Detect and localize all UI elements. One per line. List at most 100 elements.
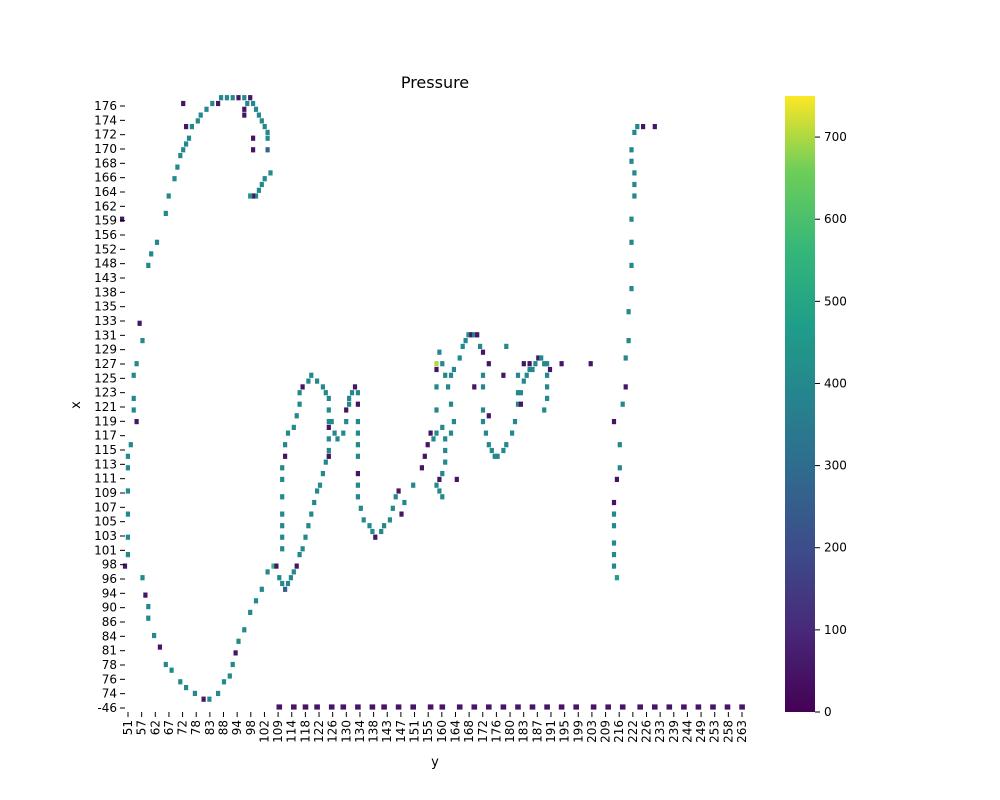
y-tick-label: -46 xyxy=(97,701,117,715)
heatmap-cell xyxy=(443,372,448,378)
plot-area xyxy=(120,95,745,710)
heatmap-cell xyxy=(443,459,448,465)
heatmap-cell xyxy=(323,459,328,465)
heatmap-cell xyxy=(326,436,331,442)
heatmap-cell xyxy=(175,164,180,170)
x-tick-label: 114 xyxy=(285,720,299,743)
heatmap-cell xyxy=(544,704,550,710)
heatmap-cell xyxy=(530,366,535,373)
heatmap-cell xyxy=(611,499,617,506)
heatmap-cell xyxy=(233,650,238,656)
x-tick-label: 151 xyxy=(408,720,422,743)
heatmap-cell xyxy=(605,704,611,710)
heatmap-cell xyxy=(402,499,407,506)
heatmap-cell xyxy=(355,430,360,436)
y-tick-label: 176 xyxy=(94,99,117,113)
heatmap-cell xyxy=(475,332,480,338)
heatmap-cell xyxy=(195,118,200,124)
y-tick-label: 101 xyxy=(94,543,117,557)
heatmap-cell xyxy=(355,482,360,488)
x-axis: 51 57 62 67 72 78 83 88 94 98 102 109 114 118 122 126 13… xyxy=(121,712,749,743)
heatmap-cell xyxy=(131,407,136,413)
heatmap-cell xyxy=(163,210,168,216)
heatmap-cell xyxy=(620,401,625,407)
heatmap-cell xyxy=(125,488,130,494)
heatmap-cell xyxy=(256,187,261,193)
heatmap-cell xyxy=(216,690,221,696)
y-tick-label: 172 xyxy=(94,128,117,142)
colorbar-tick-label: 100 xyxy=(824,623,847,637)
heatmap-cell xyxy=(146,262,151,268)
x-axis-label: y xyxy=(431,755,439,770)
heatmap-cell xyxy=(387,517,392,523)
heatmap-cell xyxy=(355,453,360,459)
heatmap-cell xyxy=(137,320,142,326)
heatmap-cell xyxy=(344,407,349,413)
heatmap-cell xyxy=(547,366,553,373)
heatmap-cell xyxy=(434,407,439,413)
heatmap-cell xyxy=(326,453,331,459)
heatmap-cell xyxy=(300,546,305,552)
y-tick-label: 84 xyxy=(102,629,117,643)
heatmap-cell xyxy=(486,413,491,419)
heatmap-cell xyxy=(480,407,486,413)
heatmap-cell xyxy=(611,552,617,558)
y-tick-label: 121 xyxy=(94,400,117,414)
heatmap-cell xyxy=(422,453,427,459)
heatmap-cell xyxy=(521,378,526,384)
heatmap-cell xyxy=(573,704,579,710)
heatmap-cell xyxy=(480,419,486,425)
heatmap-cell xyxy=(291,704,297,710)
heatmap-cell xyxy=(512,419,518,425)
x-tick-label: 160 xyxy=(435,720,449,743)
heatmap-cell xyxy=(521,361,526,367)
heatmap-cell xyxy=(666,704,673,710)
heatmap-cell xyxy=(157,644,162,650)
heatmap-cell xyxy=(419,465,424,471)
heatmap-cell xyxy=(611,419,617,425)
y-tick-label: 105 xyxy=(94,515,117,529)
heatmap-cell xyxy=(268,170,273,176)
heatmap-cell xyxy=(619,704,626,710)
heatmap-cell xyxy=(169,667,174,673)
x-tick-label: 253 xyxy=(708,720,722,743)
heatmap-cell xyxy=(545,372,550,378)
y-tick-label: 78 xyxy=(102,658,117,672)
heatmap-cell xyxy=(492,453,497,459)
heatmap-cell xyxy=(146,604,151,610)
heatmap-cell xyxy=(198,112,203,118)
y-tick-label: 81 xyxy=(102,644,117,658)
heatmap-cell xyxy=(617,465,622,471)
x-tick-label: 83 xyxy=(203,720,217,735)
y-tick-label: 127 xyxy=(94,357,117,371)
heatmap-cell xyxy=(626,338,631,344)
x-tick-label: 78 xyxy=(189,720,203,735)
x-tick-label: 72 xyxy=(176,720,190,735)
heatmap-cell xyxy=(533,361,538,367)
heatmap-cell xyxy=(288,575,293,581)
colorbar-tick-label: 200 xyxy=(824,541,847,555)
heatmap-cell xyxy=(611,523,617,529)
heatmap-cell xyxy=(317,482,323,488)
x-tick-label: 134 xyxy=(353,720,367,743)
heatmap-cell xyxy=(280,534,285,540)
heatmap-cell xyxy=(463,338,468,344)
heatmap-cell xyxy=(283,586,288,592)
heatmap-cell xyxy=(466,332,471,338)
x-tick-label: 191 xyxy=(544,720,558,743)
heatmap-cell xyxy=(495,453,500,459)
heatmap-cell xyxy=(614,476,619,482)
heatmap-cell xyxy=(457,355,462,361)
x-tick-label: 222 xyxy=(626,720,640,743)
heatmap-cell xyxy=(242,112,247,118)
heatmap-cell xyxy=(545,361,550,367)
x-tick-label: 168 xyxy=(462,720,476,743)
heatmap-cell xyxy=(370,528,375,535)
heatmap-cell xyxy=(274,563,279,569)
y-tick-label: 74 xyxy=(102,687,117,701)
heatmap-cell xyxy=(393,494,398,500)
heatmap-cell xyxy=(265,135,270,141)
heatmap-cell xyxy=(434,482,439,488)
heatmap-cell xyxy=(245,100,250,107)
